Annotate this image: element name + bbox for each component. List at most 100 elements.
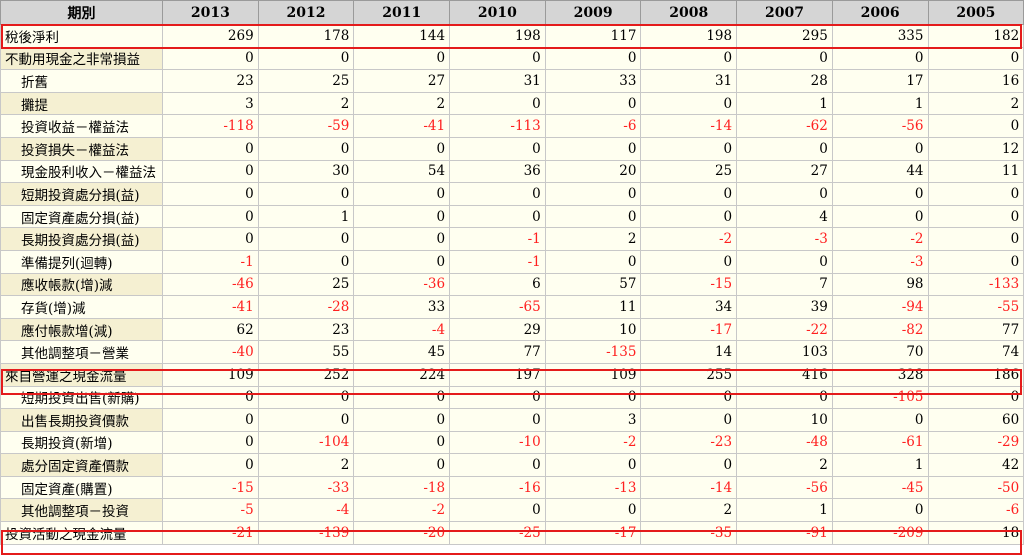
value-cell: 198 xyxy=(640,24,738,48)
value-cell: -6 xyxy=(544,114,642,138)
value-cell: 0 xyxy=(927,227,1024,251)
value-cell: 0 xyxy=(544,91,642,116)
value-cell: 0 xyxy=(831,136,929,161)
row-label: 處分固定資產價款 xyxy=(0,453,163,477)
value-cell: 12 xyxy=(927,136,1024,161)
year-header: 2013 xyxy=(162,0,259,25)
value-cell: 0 xyxy=(257,385,355,410)
value-cell: 0 xyxy=(162,182,259,206)
value-cell: 27 xyxy=(353,69,451,93)
value-cell: 77 xyxy=(927,317,1024,342)
value-cell: 197 xyxy=(449,362,546,387)
value-cell: 255 xyxy=(640,362,738,387)
value-cell: 109 xyxy=(544,362,642,387)
value-cell: 44 xyxy=(831,159,929,184)
value-cell: 416 xyxy=(736,362,833,387)
row-label: 準備提列(迴轉) xyxy=(0,249,163,274)
value-cell: 0 xyxy=(736,46,833,71)
value-cell: 1 xyxy=(831,91,929,116)
value-cell: 186 xyxy=(927,362,1024,387)
row-label: 應收帳款(增)減 xyxy=(0,272,163,297)
table-body: 稅後淨利 269 178 144 198 117 198 295 335 182 不動用現金之非常損… xyxy=(0,24,1024,545)
row-label: 稅後淨利 xyxy=(0,24,163,48)
value-cell: -2 xyxy=(353,498,451,523)
row-label: 固定資產處分損(益) xyxy=(0,204,163,229)
year-header: 2012 xyxy=(257,0,355,25)
value-cell: 0 xyxy=(353,46,451,71)
row-label: 現金股利收入－權益法 xyxy=(0,159,163,184)
table-row: 其他調整項－投資 -5 -4 -2 0 0 2 1 0 -6 xyxy=(0,498,1024,523)
value-cell: -2 xyxy=(544,430,642,455)
value-cell: -59 xyxy=(257,114,355,138)
value-cell: 0 xyxy=(162,46,259,71)
value-cell: 0 xyxy=(353,430,451,455)
value-cell: 45 xyxy=(353,340,451,364)
value-cell: -10 xyxy=(449,430,546,455)
value-cell: -118 xyxy=(162,114,259,138)
value-cell: -45 xyxy=(831,475,929,500)
value-cell: -56 xyxy=(736,475,833,500)
value-cell: 36 xyxy=(449,159,546,184)
value-cell: 54 xyxy=(353,159,451,184)
value-cell: -46 xyxy=(162,272,259,297)
value-cell: -17 xyxy=(544,521,642,545)
value-cell: 0 xyxy=(640,408,738,432)
table-row: 不動用現金之非常損益 0 0 0 0 0 0 0 0 0 xyxy=(0,46,1024,71)
value-cell: 0 xyxy=(449,453,546,477)
year-header: 2007 xyxy=(736,0,833,25)
value-cell: 144 xyxy=(353,24,451,48)
year-header: 2005 xyxy=(927,0,1024,25)
value-cell: 11 xyxy=(927,159,1024,184)
value-cell: 0 xyxy=(162,430,259,455)
value-cell: -105 xyxy=(831,385,929,410)
value-cell: -133 xyxy=(927,272,1024,297)
value-cell: 0 xyxy=(162,204,259,229)
value-cell: 0 xyxy=(544,46,642,71)
value-cell: 70 xyxy=(831,340,929,364)
value-cell: 98 xyxy=(831,272,929,297)
value-cell: -3 xyxy=(831,249,929,274)
value-cell: 2 xyxy=(257,91,355,116)
value-cell: 0 xyxy=(544,249,642,274)
value-cell: 0 xyxy=(544,453,642,477)
value-cell: -91 xyxy=(736,521,833,545)
value-cell: 34 xyxy=(640,295,738,319)
value-cell: 0 xyxy=(640,385,738,410)
value-cell: 1 xyxy=(257,204,355,229)
value-cell: 0 xyxy=(353,227,451,251)
value-cell: 0 xyxy=(736,249,833,274)
value-cell: 1 xyxy=(831,453,929,477)
table-row: 短期投資出售(新購) 0 0 0 0 0 0 0 -105 0 xyxy=(0,385,1024,410)
value-cell: 10 xyxy=(736,408,833,432)
row-label: 不動用現金之非常損益 xyxy=(0,46,163,71)
table-row: 其他調整項－營業 -40 55 45 77 -135 14 103 70 74 xyxy=(0,340,1024,364)
value-cell: 6 xyxy=(449,272,546,297)
value-cell: 0 xyxy=(257,227,355,251)
value-cell: -94 xyxy=(831,295,929,319)
value-cell: 16 xyxy=(927,69,1024,93)
value-cell: -62 xyxy=(736,114,833,138)
value-cell: -56 xyxy=(831,114,929,138)
value-cell: 2 xyxy=(927,91,1024,116)
row-label: 投資損失－權益法 xyxy=(0,136,163,161)
value-cell: 178 xyxy=(257,24,355,48)
value-cell: -209 xyxy=(831,521,929,545)
value-cell: 295 xyxy=(736,24,833,48)
value-cell: 3 xyxy=(162,91,259,116)
value-cell: -41 xyxy=(162,295,259,319)
table-row: 長期投資處分損(益) 0 0 0 -1 2 -2 -3 -2 0 xyxy=(0,227,1024,251)
value-cell: 3 xyxy=(544,408,642,432)
value-cell: 23 xyxy=(257,317,355,342)
row-label: 應付帳款增(減) xyxy=(0,317,163,342)
table-row: 現金股利收入－權益法 0 30 54 36 20 25 27 44 11 xyxy=(0,159,1024,184)
value-cell: 0 xyxy=(257,182,355,206)
table-row: 固定資產(購置) -15 -33 -18 -16 -13 -14 -56 -45 -50 xyxy=(0,475,1024,500)
value-cell: 0 xyxy=(640,182,738,206)
value-cell: -18 xyxy=(353,475,451,500)
value-cell: -33 xyxy=(257,475,355,500)
value-cell: 33 xyxy=(544,69,642,93)
row-label: 其他調整項－營業 xyxy=(0,340,163,364)
table-row: 應付帳款增(減) 62 23 -4 29 10 -17 -22 -82 77 xyxy=(0,317,1024,342)
value-cell: 0 xyxy=(257,249,355,274)
value-cell: 0 xyxy=(257,408,355,432)
